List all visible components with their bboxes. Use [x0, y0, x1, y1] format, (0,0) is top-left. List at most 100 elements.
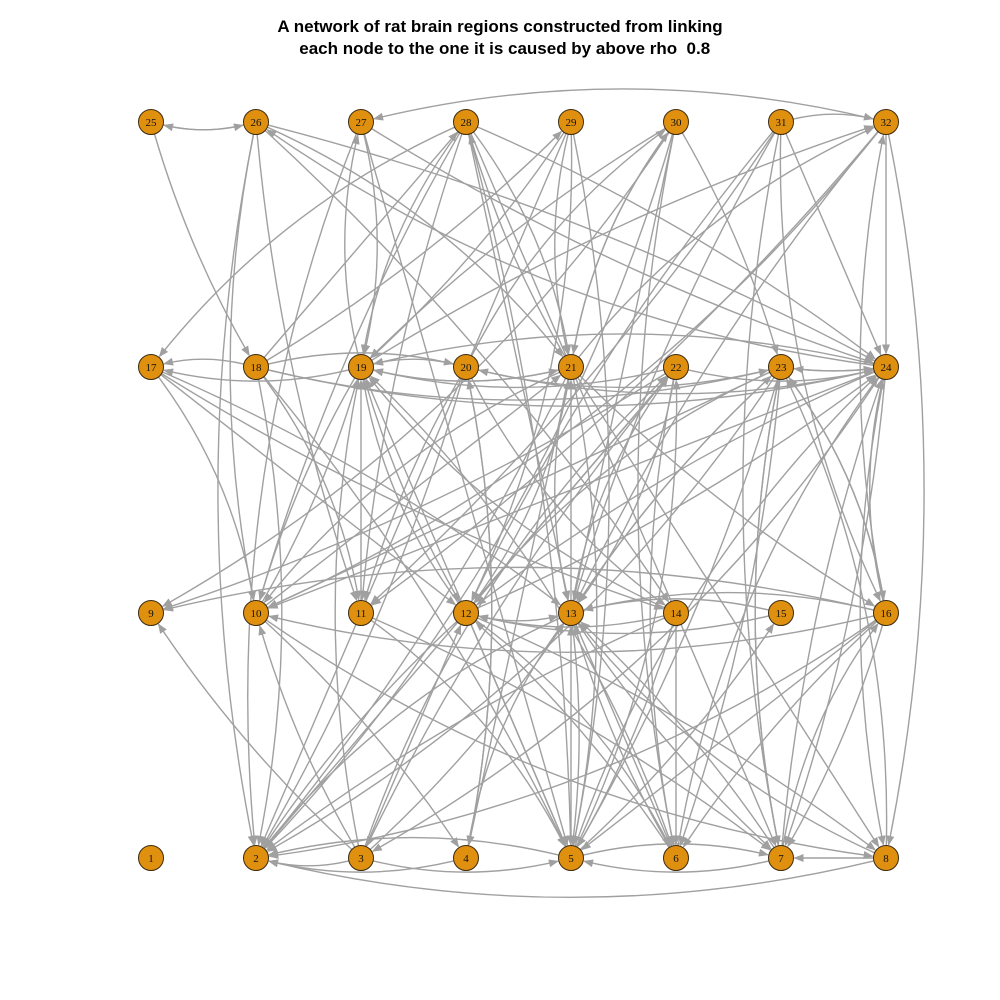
node-circle: [453, 845, 479, 871]
node-circle: [138, 600, 164, 626]
node-circle: [558, 845, 584, 871]
node-25: 25: [138, 109, 164, 135]
edge-12-to-5: [470, 624, 567, 847]
edge-18-to-23: [268, 368, 769, 401]
edge-18-to-29: [266, 130, 563, 362]
node-circle: [243, 845, 269, 871]
node-label: 23: [776, 362, 788, 374]
edge-30-to-23: [681, 132, 779, 355]
node-label: 17: [146, 362, 158, 374]
edge-30-to-2: [264, 133, 674, 849]
edge-12-to-6: [475, 619, 671, 847]
edge-5-to-15: [579, 623, 775, 851]
node-circle: [138, 109, 164, 135]
edge-23-to-6: [679, 379, 781, 847]
edge-26-to-14: [264, 129, 670, 603]
edge-5-to-2: [268, 836, 559, 857]
node-20: 20: [453, 354, 479, 380]
node-14: 14: [663, 600, 689, 626]
node-13: 13: [558, 600, 584, 626]
node-5: 5: [558, 845, 584, 871]
edge-16-to-24: [869, 379, 885, 601]
edge-24-to-8: [859, 379, 886, 846]
edge-16-to-13: [583, 591, 874, 612]
chart-title-line-1: A network of rat brain regions construct…: [277, 17, 723, 36]
edge-8-to-2: [268, 859, 874, 898]
edge-14-to-19: [368, 376, 665, 609]
node-circle: [243, 600, 269, 626]
node-circle: [138, 845, 164, 871]
node-label: 5: [568, 853, 574, 865]
edge-31-to-16: [779, 134, 881, 602]
edge-32-to-10: [267, 131, 879, 609]
edge-3-to-19: [334, 379, 361, 846]
node-4: 4: [453, 845, 479, 871]
node-label: 10: [251, 608, 263, 620]
node-22: 22: [663, 354, 689, 380]
node-18: 18: [243, 354, 269, 380]
node-label: 18: [251, 362, 263, 374]
edge-31-to-24: [785, 133, 882, 356]
node-circle: [768, 600, 794, 626]
node-circle: [138, 354, 164, 380]
node-8: 8: [873, 845, 899, 871]
node-circle: [873, 109, 899, 135]
edge-26-to-10: [229, 134, 256, 601]
edge-28-to-24: [477, 126, 876, 360]
node-label: 11: [356, 608, 367, 620]
edge-7-to-24: [781, 378, 883, 846]
edge-23-to-2: [266, 377, 775, 852]
edge-16-to-10: [268, 614, 874, 653]
node-label: 25: [146, 117, 158, 129]
node-label: 2: [253, 853, 259, 865]
edge-22-to-3: [366, 376, 669, 847]
node-10: 10: [243, 600, 269, 626]
node-31: 31: [768, 109, 794, 135]
edge-6-to-12: [475, 621, 670, 848]
edge-24-to-3: [371, 377, 880, 852]
node-15: 15: [768, 600, 794, 626]
edge-27-to-2: [247, 133, 358, 846]
node-label: 28: [461, 117, 473, 129]
edge-31-to-7: [742, 134, 781, 846]
edge-26-to-11: [256, 134, 358, 602]
node-label: 16: [881, 608, 893, 620]
edge-21-to-16: [579, 375, 876, 607]
edge-26-to-21: [267, 126, 564, 358]
edge-28-to-17: [158, 126, 455, 358]
node-label: 12: [461, 608, 472, 620]
node-label: 29: [566, 117, 578, 129]
node-circle: [873, 600, 899, 626]
node-circle: [663, 109, 689, 135]
edge-28-to-19: [360, 131, 460, 355]
node-label: 14: [671, 608, 683, 620]
node-11: 11: [348, 600, 374, 626]
node-circle: [663, 845, 689, 871]
edge-32-to-8: [886, 134, 925, 846]
edge-31-to-11: [370, 132, 775, 605]
edge-8-to-23: [786, 378, 888, 846]
edge-30-to-19: [369, 127, 666, 359]
edge-24-to-23: [793, 365, 874, 374]
node-32: 32: [873, 109, 899, 135]
node-circle: [768, 845, 794, 871]
edge-3-to-22: [364, 375, 668, 847]
edge-8-to-13: [578, 622, 875, 854]
edge-27-to-19: [362, 134, 378, 355]
node-26: 26: [243, 109, 269, 135]
node-1: 1: [138, 845, 164, 871]
node-19: 19: [348, 354, 374, 380]
edge-29-to-2: [260, 133, 567, 847]
node-27: 27: [348, 109, 374, 135]
node-7: 7: [768, 845, 794, 871]
node-label: 24: [881, 362, 893, 374]
node-circle: [558, 354, 584, 380]
edge-20-to-2: [262, 378, 464, 848]
edge-28-to-21: [472, 131, 572, 355]
node-6: 6: [663, 845, 689, 871]
node-12: 12: [453, 600, 479, 626]
node-label: 32: [881, 117, 892, 129]
node-label: 20: [461, 362, 473, 374]
edge-21-to-28: [468, 134, 566, 357]
